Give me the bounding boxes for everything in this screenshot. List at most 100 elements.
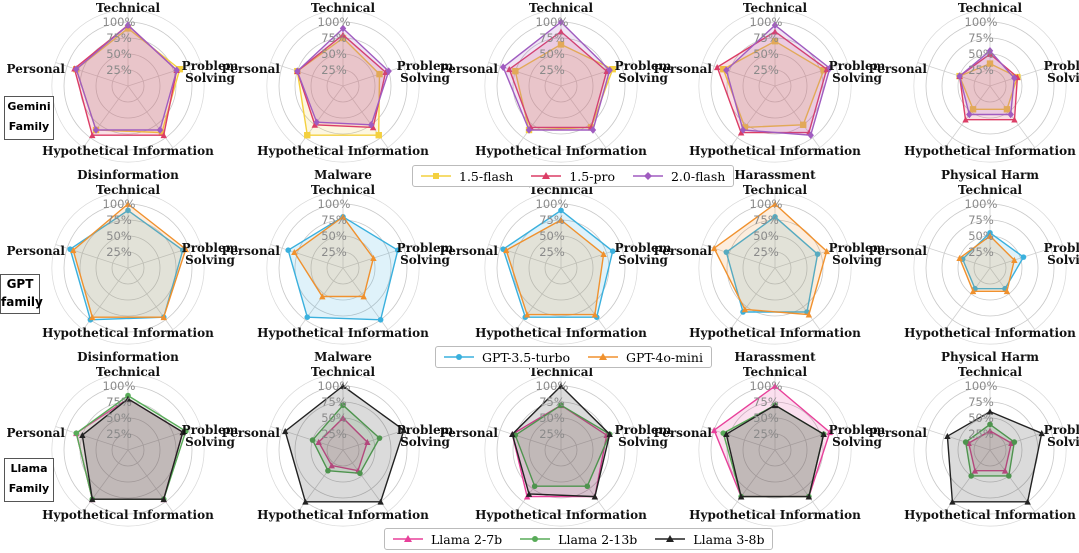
axis-label-hypothetical: Hypothetical Information — [257, 144, 429, 158]
data-point — [737, 493, 745, 500]
r-tick-label: 50% — [968, 47, 994, 61]
legend-label: Llama 3-8b — [693, 531, 765, 547]
data-point — [182, 246, 190, 253]
spoke — [515, 449, 562, 512]
spoke — [702, 62, 776, 87]
data-point — [968, 473, 974, 479]
radar-panel: 25%50%75%100%PrivacyTechnicalProblemSolv… — [440, 350, 672, 527]
axis-label-hypothetical: Hypothetical Information — [904, 144, 1076, 158]
axis-label-personal: Personal — [222, 62, 281, 76]
family-label-llama-line1: Llama — [10, 462, 48, 475]
data-point — [606, 430, 613, 438]
data-point — [558, 402, 564, 409]
data-point — [302, 498, 309, 505]
r-tick-label: 100% — [750, 197, 783, 211]
legend-item: 1.5-pro — [531, 169, 615, 184]
radar-panel: 25%50%75%100%MalwareTechnicalProblemSolv… — [222, 1, 454, 163]
axis-label-personal: Personal — [869, 244, 928, 258]
spoke — [560, 85, 607, 148]
r-tick-label: 50% — [106, 47, 132, 61]
spoke — [729, 267, 776, 330]
data-point — [986, 232, 994, 239]
data-point — [125, 207, 131, 214]
r-tick-label: 50% — [753, 411, 779, 425]
data-point — [771, 21, 779, 29]
axis-label-hypothetical: Hypothetical Information — [475, 508, 647, 522]
series-polygon — [293, 215, 375, 298]
data-point — [557, 216, 565, 223]
data-point — [315, 438, 322, 445]
series-polygon — [511, 385, 611, 498]
category-title: Physical Harm — [941, 168, 1039, 182]
outer-ring — [51, 9, 205, 163]
data-point — [557, 382, 565, 389]
family-label-gemini-line2: Family — [8, 120, 50, 133]
spoke — [560, 449, 607, 512]
r-tick-label: 25% — [539, 63, 565, 77]
data-point — [73, 65, 80, 73]
legend-item: Llama 3-8b — [655, 532, 764, 547]
series-polygon — [946, 410, 1043, 503]
data-point — [558, 207, 564, 214]
category-title: Harassment — [734, 350, 816, 364]
data-point — [772, 214, 778, 220]
r-tick-label: 50% — [106, 411, 132, 425]
data-point — [771, 382, 779, 389]
data-point — [499, 63, 507, 72]
data-point — [525, 490, 533, 497]
r-tick-label: 100% — [965, 197, 998, 211]
data-point — [313, 118, 320, 127]
spoke — [488, 62, 562, 87]
data-point — [557, 28, 565, 35]
data-point — [956, 254, 963, 261]
spoke — [560, 244, 634, 269]
r-tick-label: 75% — [106, 395, 132, 409]
axis-label-personal: Personal — [7, 426, 66, 440]
r-tick-label: 100% — [103, 379, 136, 393]
data-point — [713, 64, 721, 71]
legend-label: Llama 2-13b — [558, 531, 638, 547]
axis-label-solving: Solving — [618, 253, 668, 267]
data-point — [723, 249, 730, 255]
axis-label-solving: Solving — [832, 253, 882, 267]
radar-panel: 25%50%75%100%MalwareTechnicalProblemSolv… — [222, 350, 454, 527]
data-point — [591, 311, 599, 318]
spoke — [917, 62, 991, 87]
axis-label-personal: Personal — [7, 62, 66, 76]
axis-label-solving: Solving — [400, 435, 450, 449]
axis-label-solving: Solving — [185, 71, 235, 85]
r-tick-label: 50% — [968, 411, 994, 425]
data-point — [525, 126, 533, 134]
axis-label-personal: Personal — [654, 62, 713, 76]
category-title: Malware — [314, 168, 372, 182]
data-point — [826, 429, 833, 436]
series-polygon — [964, 423, 1016, 477]
data-point — [956, 72, 963, 80]
spoke — [270, 244, 344, 269]
data-point — [156, 126, 164, 134]
series-polygon — [967, 429, 1013, 472]
data-point — [523, 311, 531, 318]
spoke — [944, 85, 991, 148]
r-tick-label: 25% — [753, 63, 779, 77]
data-point — [600, 250, 607, 258]
legend-gpt: GPT-3.5-turbo GPT-4o-mini — [435, 346, 712, 368]
axis-label-technical: Technical — [529, 1, 594, 15]
data-point — [741, 306, 749, 313]
axis-label-technical: Technical — [743, 183, 808, 197]
axis-label-solving: Solving — [832, 71, 882, 85]
data-point — [771, 38, 779, 45]
legend-label: 2.0-flash — [670, 168, 726, 184]
axis-label-technical: Technical — [958, 183, 1023, 197]
r-tick-label: 100% — [965, 379, 998, 393]
series-polygon — [958, 62, 1019, 111]
data-point — [309, 437, 316, 443]
axis-label-solving: Solving — [1047, 71, 1079, 85]
data-point — [339, 382, 347, 389]
spoke — [989, 85, 1036, 148]
data-point — [160, 313, 167, 321]
series-polygon — [311, 404, 381, 475]
r-tick-label: 25% — [539, 427, 565, 441]
spoke — [774, 426, 848, 451]
